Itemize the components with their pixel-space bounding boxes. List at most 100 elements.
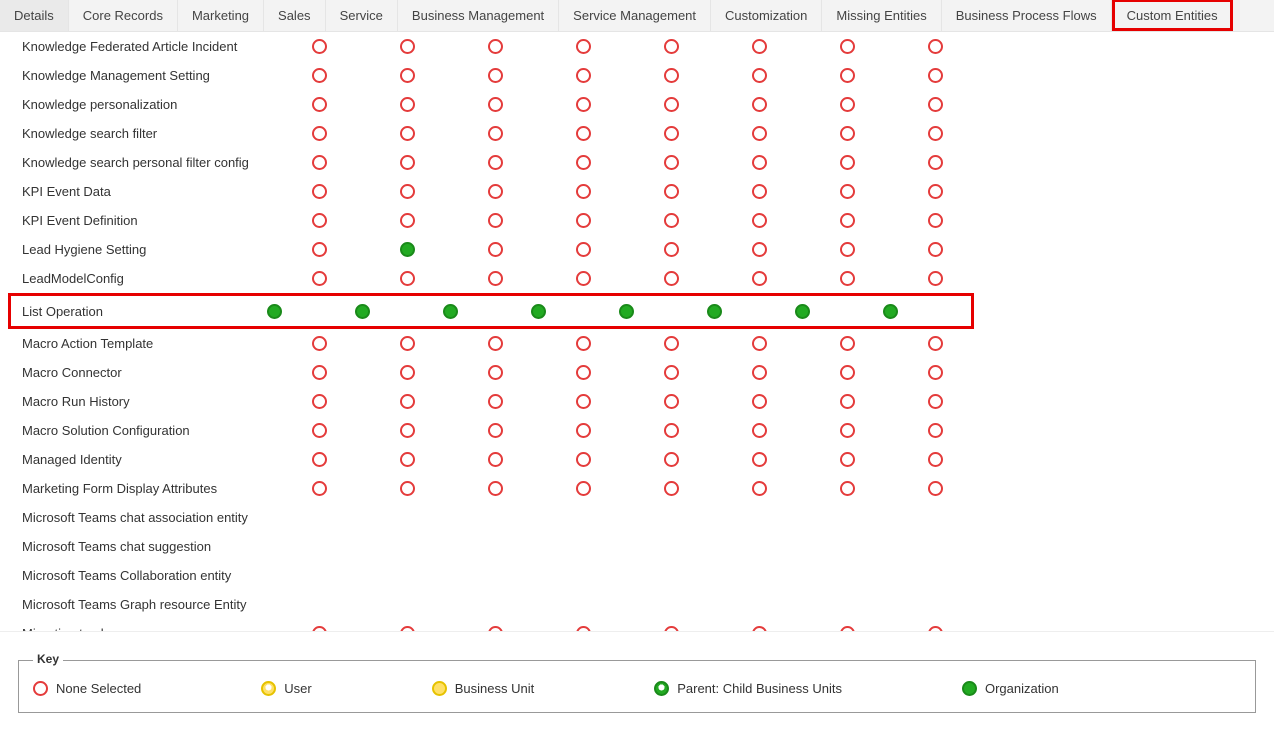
permission-cell[interactable]	[488, 213, 576, 228]
permission-cell[interactable]	[488, 155, 576, 170]
permission-cell[interactable]	[840, 394, 928, 409]
permission-cell[interactable]	[312, 126, 400, 141]
permission-cell[interactable]	[928, 126, 1016, 141]
permission-cell[interactable]	[400, 481, 488, 496]
permission-cell[interactable]	[840, 271, 928, 286]
permission-cell[interactable]	[928, 394, 1016, 409]
permission-cell[interactable]	[312, 626, 400, 632]
permission-cell[interactable]	[752, 155, 840, 170]
permission-cell[interactable]	[576, 336, 664, 351]
permission-cell[interactable]	[576, 39, 664, 54]
permission-cell[interactable]	[312, 155, 400, 170]
tab-custom-entities[interactable]: Custom Entities	[1112, 0, 1233, 31]
permission-cell[interactable]	[928, 97, 1016, 112]
permission-cell[interactable]	[928, 336, 1016, 351]
permission-cell[interactable]	[752, 626, 840, 632]
permission-cell[interactable]	[400, 39, 488, 54]
permission-cell[interactable]	[928, 271, 1016, 286]
permission-cell[interactable]	[576, 126, 664, 141]
permission-cell[interactable]	[840, 626, 928, 632]
permission-cell[interactable]	[752, 184, 840, 199]
permission-cell[interactable]	[928, 155, 1016, 170]
permission-cell[interactable]	[752, 423, 840, 438]
permission-cell[interactable]	[664, 271, 752, 286]
permission-cell[interactable]	[488, 626, 576, 632]
permission-cell[interactable]	[664, 68, 752, 83]
permission-cell[interactable]	[400, 184, 488, 199]
permission-cell[interactable]	[488, 39, 576, 54]
permission-cell[interactable]	[795, 304, 883, 319]
permission-cell[interactable]	[400, 271, 488, 286]
permission-cell[interactable]	[400, 365, 488, 380]
permission-cell[interactable]	[619, 304, 707, 319]
permission-cell[interactable]	[840, 452, 928, 467]
permission-cell[interactable]	[576, 626, 664, 632]
permission-cell[interactable]	[664, 213, 752, 228]
permission-cell[interactable]	[400, 394, 488, 409]
permission-cell[interactable]	[840, 213, 928, 228]
permission-cell[interactable]	[664, 336, 752, 351]
permission-cell[interactable]	[400, 452, 488, 467]
permission-grid-scroll[interactable]: Knowledge Federated Article IncidentKnow…	[0, 32, 1274, 632]
permission-cell[interactable]	[267, 304, 355, 319]
permission-cell[interactable]	[752, 39, 840, 54]
permission-cell[interactable]	[928, 481, 1016, 496]
permission-cell[interactable]	[312, 39, 400, 54]
tab-service[interactable]: Service	[326, 0, 398, 31]
permission-cell[interactable]	[840, 365, 928, 380]
permission-cell[interactable]	[752, 126, 840, 141]
permission-cell[interactable]	[840, 126, 928, 141]
permission-cell[interactable]	[883, 304, 971, 319]
permission-cell[interactable]	[752, 481, 840, 496]
permission-cell[interactable]	[400, 242, 488, 257]
permission-cell[interactable]	[928, 213, 1016, 228]
permission-cell[interactable]	[664, 423, 752, 438]
permission-cell[interactable]	[664, 155, 752, 170]
permission-cell[interactable]	[488, 423, 576, 438]
permission-cell[interactable]	[840, 481, 928, 496]
permission-cell[interactable]	[312, 423, 400, 438]
permission-cell[interactable]	[312, 452, 400, 467]
permission-cell[interactable]	[488, 336, 576, 351]
permission-cell[interactable]	[840, 423, 928, 438]
tab-sales[interactable]: Sales	[264, 0, 326, 31]
permission-cell[interactable]	[664, 626, 752, 632]
tab-customization[interactable]: Customization	[711, 0, 822, 31]
permission-cell[interactable]	[928, 626, 1016, 632]
permission-cell[interactable]	[840, 336, 928, 351]
tab-business-management[interactable]: Business Management	[398, 0, 559, 31]
permission-cell[interactable]	[664, 481, 752, 496]
permission-cell[interactable]	[752, 394, 840, 409]
permission-cell[interactable]	[488, 184, 576, 199]
permission-cell[interactable]	[576, 242, 664, 257]
permission-cell[interactable]	[312, 481, 400, 496]
tab-service-management[interactable]: Service Management	[559, 0, 711, 31]
tab-details[interactable]: Details	[0, 0, 69, 31]
permission-cell[interactable]	[840, 97, 928, 112]
permission-cell[interactable]	[576, 423, 664, 438]
permission-cell[interactable]	[752, 68, 840, 83]
permission-cell[interactable]	[400, 213, 488, 228]
permission-cell[interactable]	[488, 68, 576, 83]
permission-cell[interactable]	[400, 626, 488, 632]
permission-cell[interactable]	[928, 184, 1016, 199]
permission-cell[interactable]	[664, 394, 752, 409]
permission-cell[interactable]	[312, 336, 400, 351]
tab-missing-entities[interactable]: Missing Entities	[822, 0, 941, 31]
permission-cell[interactable]	[840, 155, 928, 170]
permission-cell[interactable]	[576, 184, 664, 199]
permission-cell[interactable]	[752, 365, 840, 380]
permission-cell[interactable]	[488, 242, 576, 257]
permission-cell[interactable]	[312, 184, 400, 199]
permission-cell[interactable]	[928, 452, 1016, 467]
permission-cell[interactable]	[576, 452, 664, 467]
permission-cell[interactable]	[576, 155, 664, 170]
permission-cell[interactable]	[576, 394, 664, 409]
permission-cell[interactable]	[664, 97, 752, 112]
permission-cell[interactable]	[664, 365, 752, 380]
permission-cell[interactable]	[400, 336, 488, 351]
permission-cell[interactable]	[752, 242, 840, 257]
permission-cell[interactable]	[752, 452, 840, 467]
permission-cell[interactable]	[576, 97, 664, 112]
permission-cell[interactable]	[752, 271, 840, 286]
